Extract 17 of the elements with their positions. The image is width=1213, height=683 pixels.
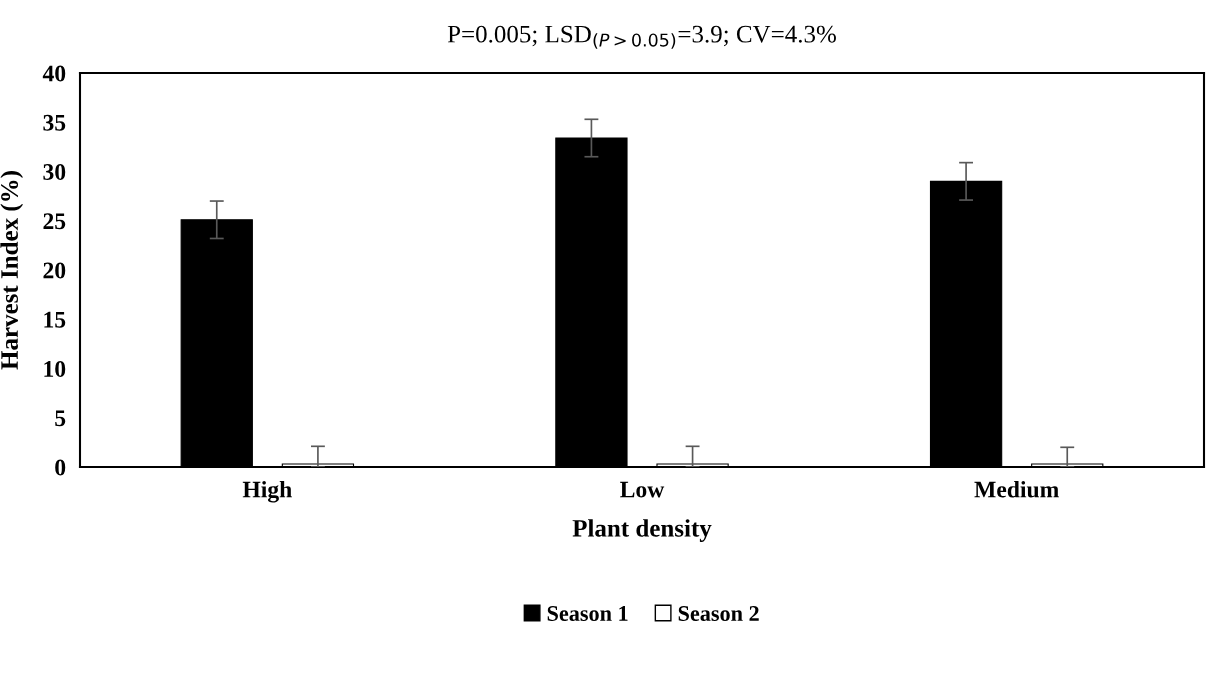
y-tick-label: 5 xyxy=(55,410,66,427)
y-tick-label: 15 xyxy=(44,311,66,328)
x-tick-label: Medium xyxy=(974,480,1059,498)
y-tick-label: 30 xyxy=(43,163,66,180)
y-tick-label: 20 xyxy=(43,262,66,279)
y-axis-title: Harvest Index (%) xyxy=(0,171,24,370)
chart-title: P=0.005; LSD$_{(P>0.05)}$=3.9; CV=4.3% xyxy=(447,25,836,49)
y-tick-label: 25 xyxy=(43,213,66,230)
y-tick-label: 35 xyxy=(43,114,66,131)
legend-label: Season 2 xyxy=(678,606,759,621)
y-tick-label: 10 xyxy=(44,360,66,377)
x-tick-label: Low xyxy=(620,481,665,498)
y-tick-label: 0 xyxy=(55,459,66,476)
x-tick-label: High xyxy=(242,480,292,503)
x-axis-title: Plant density xyxy=(572,519,712,542)
y-tick-label: 40 xyxy=(42,65,66,82)
legend-label: Season 1 xyxy=(547,606,628,621)
